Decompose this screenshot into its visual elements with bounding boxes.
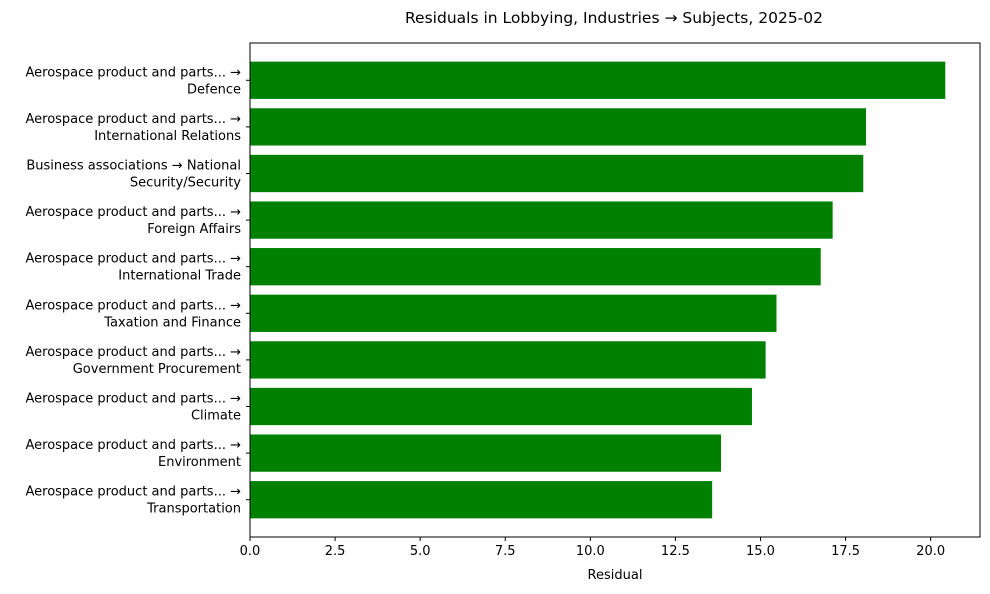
plot-frame xyxy=(249,42,981,538)
y-tick-label: Aerospace product and parts... → Internat… xyxy=(25,252,241,284)
x-tick-label: 0.0 xyxy=(240,544,261,559)
y-tick-label: Aerospace product and parts... → Internat… xyxy=(25,112,241,144)
x-tick-label: 15.0 xyxy=(746,544,775,559)
y-tick-label: Aerospace product and parts... → Defence xyxy=(25,65,241,97)
x-tick-label: 7.5 xyxy=(495,544,516,559)
x-tick-label: 2.5 xyxy=(325,544,346,559)
bar xyxy=(250,248,821,286)
x-axis: 0.0 2.5 5.0 7.5 10.0 12.5 15.0 17.5 20.0 xyxy=(240,537,945,559)
y-tick-label: Aerospace product and parts... → Transpor… xyxy=(25,485,241,517)
x-axis-label: Residual xyxy=(588,568,643,583)
y-tick-label: Aerospace product and parts... → Governme… xyxy=(25,345,241,377)
bar xyxy=(250,294,777,332)
bars-layer xyxy=(250,61,946,519)
y-tick-label: Aerospace product and parts... → Climate xyxy=(25,392,241,424)
bar xyxy=(250,61,946,99)
chart-title: Residuals in Lobbying, Industries → Subj… xyxy=(405,9,823,27)
y-tick-label: Business associations → National Security… xyxy=(26,158,241,190)
x-tick-label: 5.0 xyxy=(410,544,431,559)
bar xyxy=(250,201,833,239)
y-tick-label: Aerospace product and parts... → Taxation… xyxy=(25,298,241,330)
y-axis: Aerospace product and parts... → Defence A… xyxy=(25,65,250,517)
x-tick-label: 12.5 xyxy=(661,544,690,559)
x-tick-label: 20.0 xyxy=(916,544,945,559)
bar xyxy=(250,481,713,519)
x-tick-label: 10.0 xyxy=(576,544,605,559)
y-tick-label: Aerospace product and parts... → Environm… xyxy=(25,438,241,470)
y-tick-label: Aerospace product and parts... → Foreign … xyxy=(25,205,241,237)
bar xyxy=(250,154,864,193)
bar xyxy=(250,387,752,426)
x-tick-label: 17.5 xyxy=(831,544,860,559)
bar xyxy=(250,434,722,472)
bar xyxy=(250,341,766,379)
bar xyxy=(250,108,866,146)
